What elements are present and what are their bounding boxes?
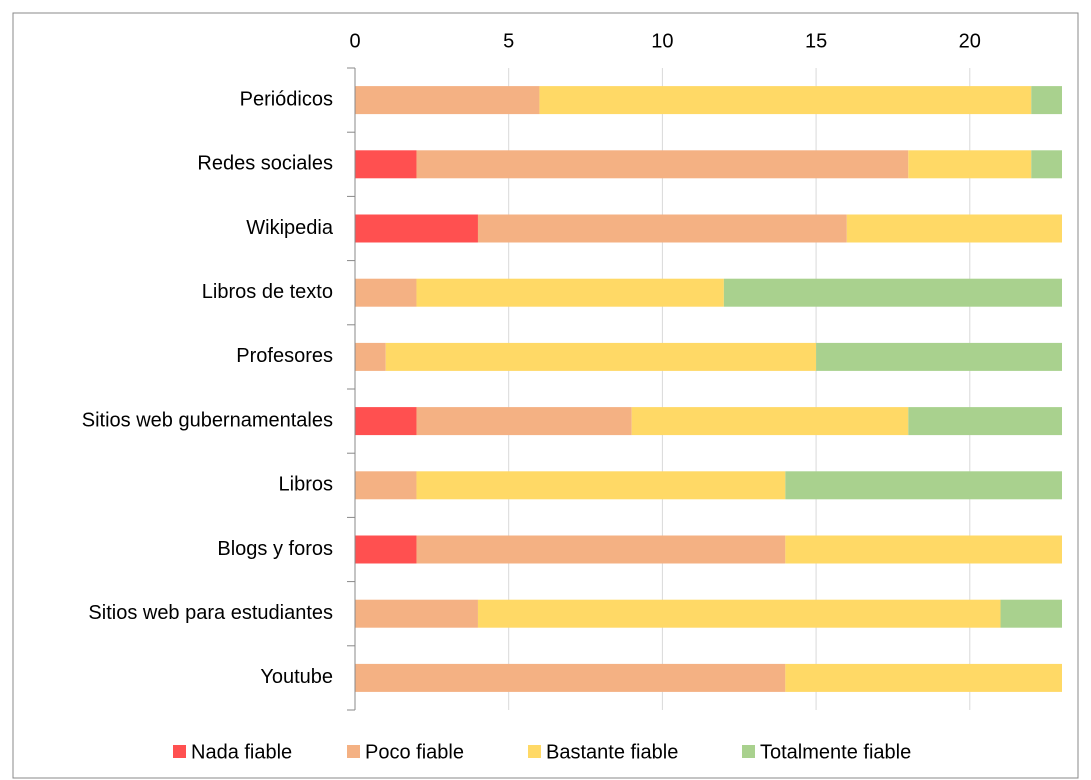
bar-segment	[846, 214, 1062, 243]
legend-label: Poco fiable	[365, 741, 464, 763]
bar-segment	[785, 663, 1062, 692]
bar-segment	[416, 471, 786, 500]
legend-label: Totalmente fiable	[760, 741, 911, 763]
legend-label: Bastante fiable	[546, 741, 678, 763]
y-tick-label: Periódicos	[240, 88, 333, 110]
bar-segment	[355, 407, 417, 436]
bar-segment	[477, 214, 847, 243]
x-tick-label: 20	[959, 30, 981, 52]
bar-segment	[385, 342, 817, 371]
bar-segment	[785, 471, 1062, 500]
bar-segment	[1031, 86, 1062, 115]
bar-segment	[416, 150, 909, 179]
x-tick-label: 0	[349, 30, 360, 52]
x-tick-label: 10	[651, 30, 673, 52]
bar-segment	[416, 407, 632, 436]
bar-segment	[477, 599, 1001, 628]
bar-segment	[416, 535, 786, 564]
chart-border	[12, 12, 1079, 779]
y-tick-label: Blogs y foros	[217, 538, 333, 560]
y-tick-label: Libros de texto	[202, 281, 333, 303]
legend-swatch	[742, 745, 755, 758]
bar-segment	[908, 407, 1062, 436]
y-tick-label: Redes sociales	[197, 153, 333, 175]
bar-segment	[908, 150, 1032, 179]
y-tick-label: Youtube	[260, 666, 333, 688]
y-tick-label: Profesores	[236, 345, 333, 367]
legend-label: Nada fiable	[191, 741, 292, 763]
bar-segment	[355, 663, 786, 692]
bar-segment	[355, 278, 417, 307]
bar-segment	[785, 535, 1062, 564]
bar-segment	[355, 535, 417, 564]
y-tick-label: Wikipedia	[246, 217, 334, 239]
legend-swatch	[347, 745, 360, 758]
bar-segment	[355, 342, 386, 371]
y-tick-label: Sitios web para estudiantes	[88, 602, 333, 624]
bar-segment	[416, 278, 724, 307]
y-tick-label: Libros	[279, 474, 333, 496]
bar-segment	[355, 150, 417, 179]
legend-swatch	[173, 745, 186, 758]
x-tick-label: 5	[503, 30, 514, 52]
bar-segment	[1000, 599, 1062, 628]
bar-segment	[723, 278, 1062, 307]
bar-segment	[355, 599, 478, 628]
bar-segment	[355, 471, 417, 500]
bar-segment	[1031, 150, 1062, 179]
x-tick-label: 15	[805, 30, 827, 52]
legend-swatch	[528, 745, 541, 758]
bar-segment	[631, 407, 909, 436]
bar-segment	[816, 342, 1062, 371]
bar-segment	[355, 214, 478, 243]
y-tick-label: Sitios web gubernamentales	[82, 409, 333, 431]
bar-segment	[539, 86, 1032, 115]
bar-segment	[355, 86, 540, 115]
